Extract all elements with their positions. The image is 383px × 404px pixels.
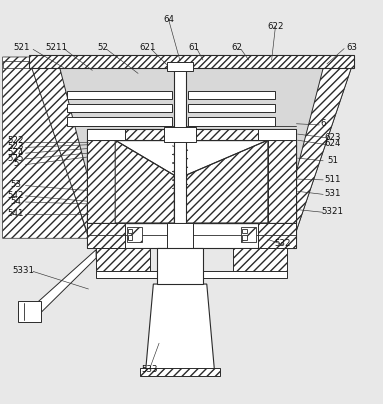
Text: 5: 5 [13,159,19,168]
Bar [164,127,196,142]
Bar [174,68,186,130]
Bar [67,104,172,112]
Bar [87,129,296,140]
Text: 524: 524 [8,148,24,157]
Text: 52: 52 [97,43,108,52]
Text: 63: 63 [346,43,357,52]
Bar [258,129,296,140]
Bar [242,235,247,240]
Polygon shape [29,61,102,231]
Text: 61: 61 [188,43,199,52]
Polygon shape [29,55,354,68]
Bar [96,271,287,278]
Bar [87,140,296,223]
Bar [174,140,186,223]
Polygon shape [3,61,29,68]
Bar [242,229,247,233]
Bar [67,117,172,126]
Bar [188,104,275,112]
Text: 64: 64 [163,15,174,24]
Text: 5211: 5211 [45,43,67,52]
Bar [167,223,193,248]
Polygon shape [3,57,88,238]
Polygon shape [29,61,354,231]
Bar [87,223,296,248]
Text: 622: 622 [267,22,284,31]
Bar [127,227,142,242]
Polygon shape [146,284,214,370]
Text: 5331: 5331 [13,266,34,275]
Text: 51: 51 [327,156,338,164]
Text: 53: 53 [10,180,21,189]
Bar [188,117,275,126]
Polygon shape [115,140,174,223]
Text: 522: 522 [8,137,24,145]
Text: 521: 521 [13,43,30,52]
Text: 624: 624 [324,139,341,149]
Text: 62: 62 [232,43,243,52]
Text: 532: 532 [275,240,291,248]
Polygon shape [22,250,96,316]
Text: 5321: 5321 [322,207,344,216]
Bar [157,248,203,284]
Bar [67,90,172,99]
Text: 525: 525 [8,154,24,163]
Bar [128,229,133,233]
Text: 54: 54 [10,197,21,206]
Bar [140,368,220,376]
Text: 541: 541 [8,209,24,218]
Bar [18,301,41,322]
Bar [234,248,287,273]
Text: 542: 542 [8,191,24,200]
Bar [167,62,193,71]
Bar [87,129,125,140]
Bar [87,208,296,213]
Bar [128,235,133,240]
Bar [87,202,296,208]
Text: 511: 511 [324,175,341,183]
Bar [87,213,296,217]
Bar [87,140,115,223]
Bar [96,248,149,273]
Bar [87,223,125,248]
Bar [241,227,256,242]
Text: 533: 533 [141,365,158,375]
Text: 623: 623 [324,133,341,142]
Polygon shape [281,61,354,231]
Bar [268,140,296,223]
Text: 6: 6 [321,119,326,128]
Bar [188,90,275,99]
Text: 523: 523 [8,142,24,151]
Polygon shape [186,140,268,223]
Bar [258,223,296,248]
Text: 531: 531 [324,189,341,198]
Text: 621: 621 [139,43,156,52]
